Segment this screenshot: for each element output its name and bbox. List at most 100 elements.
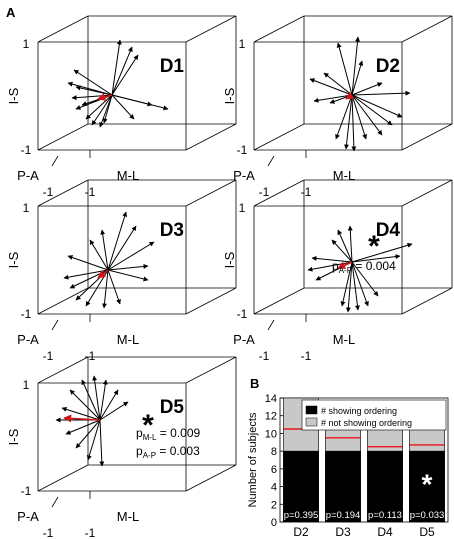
direction-arrow (67, 255, 109, 271)
p-value-label: p=0.113 (368, 510, 402, 521)
significance-asterisk: * (368, 230, 380, 263)
mean-vector-arrow (345, 91, 355, 100)
legend-box (301, 399, 447, 431)
direction-arrow (351, 242, 413, 263)
y-tick-label: 14 (265, 393, 277, 405)
legend: # showing ordering # not showing ordering (301, 399, 447, 431)
direction-arrow (351, 82, 383, 96)
p-value-annotation: pA-P = 0.003 (136, 444, 200, 460)
direction-arrow (345, 261, 353, 313)
direction-arrow (107, 225, 137, 271)
direction-arrow (107, 269, 149, 282)
tick-mark (267, 319, 275, 331)
direction-arrow (351, 94, 393, 126)
tick-label-depth: -1 (43, 349, 54, 363)
tick-label-depth: -1 (259, 349, 270, 363)
direction-arrow (85, 94, 113, 120)
direction-plot-d3: 1 -1 I-S P-A M-L -1 -1 D3 (6, 179, 237, 363)
direction-arrow (107, 241, 155, 271)
direction-arrow (351, 261, 369, 307)
mean-vector-arrow (63, 414, 101, 423)
direction-arrow (329, 94, 353, 104)
box-edge (37, 464, 89, 492)
tick-label-top: 1 (23, 37, 30, 51)
y-tick-label: 8 (271, 446, 277, 458)
mean-vector-arrow (337, 261, 353, 269)
panel-a-label: A (6, 5, 16, 20)
box-edge (253, 15, 305, 43)
direction-arrow (351, 261, 360, 311)
bar-segment (367, 450, 403, 523)
plot-area (279, 397, 449, 523)
x-tick-label: D3 (335, 525, 351, 539)
tick-label-depth: -1 (259, 185, 270, 199)
direction-plot-d2: 1 -1 I-S P-A M-L -1 -1 D2 (222, 15, 453, 199)
direction-arrow (86, 419, 101, 461)
box-edge (185, 287, 237, 315)
tick-mark (51, 496, 59, 508)
direction-arrow (107, 263, 149, 271)
axis-label-horizontal: M-L (117, 168, 139, 183)
direction-arrow (111, 94, 169, 111)
direction-arrow (311, 255, 353, 263)
direction-arrow (309, 78, 353, 96)
direction-arrow (99, 389, 119, 421)
panel-name: D2 (376, 56, 400, 77)
direction-arrow (323, 72, 353, 96)
box-edge (401, 287, 453, 315)
box-edge (37, 15, 89, 43)
direction-arrow (91, 94, 113, 126)
tick-mark (267, 155, 275, 167)
y-tick-label: 12 (265, 411, 277, 423)
direction-arrow (351, 94, 368, 140)
box-edge (37, 287, 89, 315)
direction-arrow (111, 46, 133, 96)
direction-arrow (75, 419, 101, 449)
bar-chart: 0 2 4 6 8 10 12 14 Number of subjects p=0.395 D2 p=… (247, 393, 449, 539)
y-tick-label: 2 (271, 499, 277, 511)
box-edge (37, 179, 89, 207)
box-edge (253, 123, 305, 151)
axis-label-horizontal: M-L (333, 168, 355, 183)
direction-arrow (102, 94, 113, 124)
direction-arrow (351, 94, 383, 136)
direction-arrow (111, 39, 122, 96)
bar-segment (409, 450, 445, 523)
direction-arrow (89, 239, 109, 271)
direction-arrow (351, 60, 364, 96)
axis-label-vertical: I-S (222, 251, 237, 268)
box-edge (185, 15, 237, 43)
direction-arrow (351, 90, 411, 96)
tick-label-top: 1 (23, 378, 30, 392)
y-tick-label: 4 (271, 482, 277, 494)
direction-arrow (351, 94, 357, 152)
y-tick-label: 10 (265, 428, 277, 440)
legend-swatch (305, 417, 318, 427)
box-edge (253, 179, 305, 207)
direction-arrow (100, 229, 109, 271)
tick-label-depth: -1 (43, 526, 54, 539)
p-value-annotation: pA-P = 0.004 (332, 259, 396, 275)
panel-name: D1 (160, 56, 185, 77)
x-tick-label: D2 (293, 525, 309, 539)
direction-arrow (344, 94, 353, 150)
direction-arrow (351, 254, 401, 263)
direction-arrow (107, 269, 121, 305)
axis-label-vertical: I-S (6, 428, 21, 445)
panel-name: D4 (376, 220, 401, 241)
tick-label-top: 1 (239, 201, 246, 215)
panel-name: D5 (160, 397, 185, 418)
y-tick-label: 6 (271, 464, 277, 476)
axis-label-depth: P-A (233, 168, 255, 183)
legend-entry: # showing ordering (321, 406, 397, 416)
tick-mark (51, 155, 59, 167)
direction-arrow (99, 379, 108, 421)
axis-label-horizontal: M-L (117, 332, 139, 347)
panel-name: D3 (160, 220, 184, 241)
direction-arrow (337, 229, 353, 263)
tick-label-bottom: -1 (237, 307, 248, 321)
direction-arrow (111, 54, 139, 96)
mean-vector-arrow (97, 93, 113, 101)
direction-arrow (73, 69, 113, 96)
